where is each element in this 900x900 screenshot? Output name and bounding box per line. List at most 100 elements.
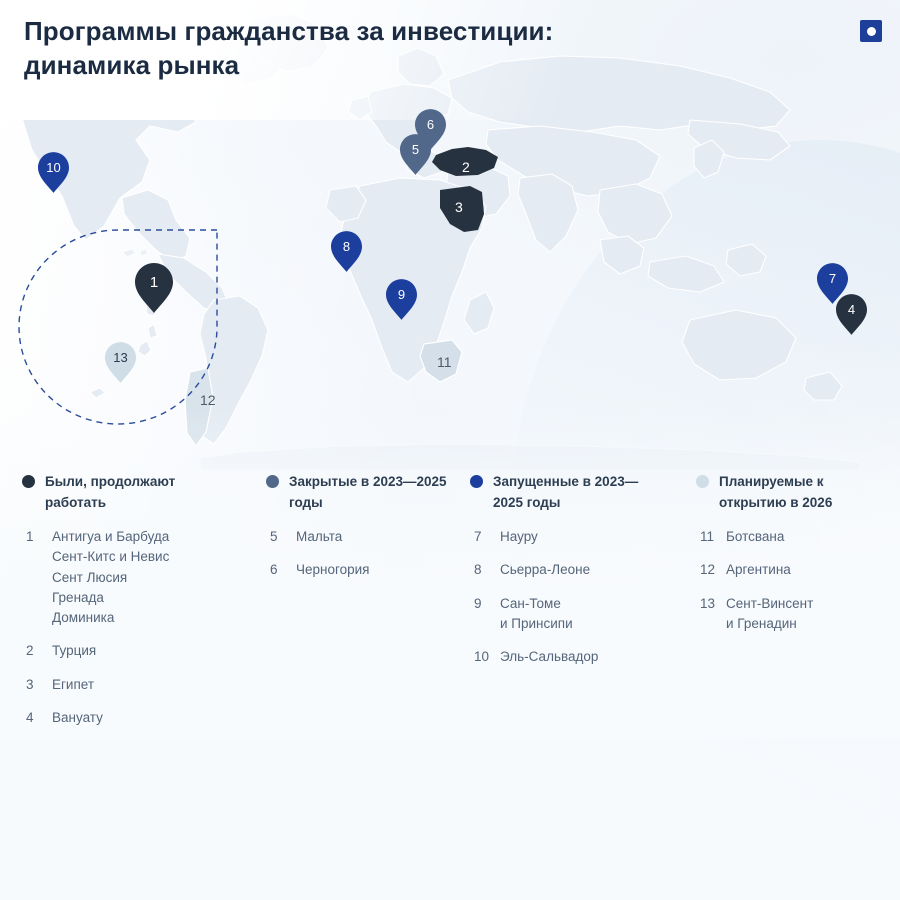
legend-list-item: 3 Египет [22,675,262,695]
legend-item-name: Антигуа и Барбуда [52,529,170,545]
legend-item-names: Антигуа и Барбуда Сент-Китс и Невис Сент Л… [52,527,169,628]
legend-item-names: Аргентина [726,560,791,580]
legend-item-names: Мальта [296,527,342,547]
legend-list-item: 10 Эль-Сальвадор [470,647,692,667]
legend-item-number: 11 [700,529,715,545]
map-pin-7[interactable]: 7 [817,263,848,304]
pin-label: 7 [828,271,837,286]
legend-item-names: Египет [52,675,94,695]
legend-item-names: Сан-Томе и Принсипи [500,594,573,635]
map-country-label-2[interactable]: 2 [462,159,470,175]
legend-item-list: 11 Ботсвана 12 Аргентина 13 Сент-Винсент и Гре… [696,527,900,634]
map-pin-8[interactable]: 8 [331,231,362,272]
legend-item-name: Вануату [52,709,103,725]
map-pin-1[interactable]: 1 [135,263,173,313]
legend-group-title: Запущенные в 2023—2025 годы [493,474,639,510]
map-pin-9[interactable]: 9 [386,279,417,320]
legend: Были, продолжают работать 1 Антигуа и Бар… [0,462,900,738]
logo-dot-icon [866,26,876,36]
pin-label: 10 [46,160,61,175]
legend-dot-icon [696,475,709,488]
map-bottom-fade [0,408,900,738]
legend-item-list: 5 Мальта 6 Черногория [266,527,466,581]
legend-dot-icon [470,475,483,488]
legend-item-number: 3 [26,676,34,692]
legend-list-item: 6 Черногория [266,560,466,580]
legend-list-item: 5 Мальта [266,527,466,547]
legend-item-name: Гренада [52,589,104,605]
pin-label: 13 [113,350,128,365]
legend-item-number: 1 [26,529,34,545]
legend-item-names: Турция [52,641,96,661]
legend-group-title: Были, продолжают работать [45,474,176,510]
caribbean-inset-outline [18,229,218,425]
legend-item-name: Турция [52,643,97,659]
legend-item-name: Сан-Томе [500,595,561,611]
legend-list-item: 4 Вануату [22,708,262,728]
legend-item-name: Сент-Винсент [726,595,814,611]
legend-item-name: Эль-Сальвадор [500,649,599,665]
legend-item-names: Черногория [296,560,369,580]
legend-dot-icon [22,475,35,488]
pin-label: 5 [411,142,420,157]
inset-dashed-path [18,229,218,425]
legend-item-name: и Гренадин [726,615,797,631]
legend-dot-icon [266,475,279,488]
map-pin-6[interactable]: 6 [415,109,446,150]
legend-header: Запущенные в 2023—2025 годы [470,472,692,513]
legend-item-number: 8 [474,562,482,578]
legend-list-item: 1 Антигуа и Барбуда Сент-Китс и Невис Сент … [22,527,262,628]
pin-shape-icon [38,152,69,193]
legend-item-names: Вануату [52,708,103,728]
map-marker-label-11[interactable]: 11 [437,354,452,370]
legend-group-title: Закрытые в 2023—2025 годы [289,474,447,510]
legend-list-item: 8 Сьерра-Леоне [470,560,692,580]
pin-shape-icon [105,342,136,383]
page-header: Программы гражданства за инвестиции: дин… [24,14,664,83]
legend-group-planned: Планируемые к открытию в 2026 11 Ботсвана… [692,462,900,738]
legend-list-item: 7 Науру [470,527,692,547]
legend-item-list: 7 Науру 8 Сьерра-Леоне 9 Сан-Томе и Принсипи 10… [470,527,692,667]
legend-item-name: Мальта [296,529,343,545]
square-dot-logo[interactable] [860,20,882,42]
country-highlight-botswana [419,339,463,383]
map-pin-4[interactable]: 4 [836,294,867,335]
pin-shape-icon [331,231,362,272]
legend-item-name: Науру [500,529,538,545]
legend-list-item: 13 Сент-Винсент и Гренадин [696,594,900,635]
map-pin-5[interactable]: 5 [400,134,431,175]
legend-item-name: Египет [52,676,95,692]
pin-shape-icon [386,279,417,320]
legend-item-number: 7 [474,529,482,545]
pin-label: 8 [342,239,351,254]
legend-item-name: Сьерра-Леоне [500,562,591,578]
map-pin-10[interactable]: 10 [38,152,69,193]
country-highlight-egypt [440,186,484,232]
legend-item-names: Сент-Винсент и Гренадин [726,594,813,635]
page-title-line1: Программы гражданства за инвестиции: [24,16,554,46]
legend-item-number: 2 [26,643,34,659]
map-pin-13[interactable]: 13 [105,342,136,383]
legend-item-name: и Принсипи [500,615,573,631]
legend-item-name: Ботсвана [726,529,785,545]
legend-item-number: 4 [26,709,34,725]
pin-shape-icon [817,263,848,304]
legend-item-number: 5 [270,529,278,545]
legend-header: Были, продолжают работать [22,472,262,513]
legend-item-list: 1 Антигуа и Барбуда Сент-Китс и Невис Сент … [22,527,262,728]
map-country-label-3[interactable]: 3 [455,199,463,215]
country-highlight-turkey [432,147,498,176]
pin-shape-icon [400,134,431,175]
legend-item-names: Ботсвана [726,527,784,547]
page-title: Программы гражданства за инвестиции: дин… [24,14,664,83]
legend-item-number: 6 [270,562,278,578]
legend-list-item: 9 Сан-Томе и Принсипи [470,594,692,635]
legend-item-names: Сьерра-Леоне [500,560,590,580]
legend-item-name: Сент-Китс и Невис [52,549,170,565]
map-marker-label-12[interactable]: 12 [200,392,216,408]
legend-item-number: 9 [474,595,482,611]
pin-label: 9 [397,287,406,302]
legend-item-names: Науру [500,527,538,547]
legend-item-number: 10 [474,649,490,665]
legend-item-name: Доминика [52,610,115,626]
